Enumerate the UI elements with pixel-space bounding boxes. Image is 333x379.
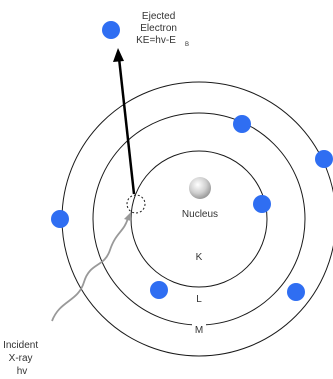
incident-xray-label: Incident X-ray hv	[3, 340, 41, 377]
ejection-arrow-head	[113, 48, 124, 62]
nucleus-label: Nucleus	[182, 209, 218, 220]
ejected-label-line-1: Ejected	[142, 11, 175, 22]
ejected-label-subscript: B	[185, 42, 189, 48]
nucleus	[189, 177, 211, 199]
l-shell-label: L	[196, 294, 202, 305]
ejected-label-line-3: KE=hv-E	[136, 35, 176, 46]
electron	[150, 281, 168, 299]
electron-vacancy	[126, 194, 146, 214]
m-shell-label: M	[195, 325, 203, 336]
electron	[287, 283, 305, 301]
ejected-electron-label: Ejected Electron KE=hv-E	[136, 11, 180, 46]
incident-label-line-2: X-ray	[9, 353, 33, 364]
electron	[233, 115, 251, 133]
ejected-label-line-2: Electron	[140, 23, 177, 34]
incident-label-line-1: Incident	[3, 340, 38, 351]
incident-xray-arrowhead	[124, 212, 131, 221]
ejected-electron	[102, 21, 120, 39]
electron	[51, 210, 69, 228]
electron	[315, 150, 333, 168]
ejection-path-arrow	[117, 57, 136, 195]
incident-label-line-3: hv	[17, 366, 28, 377]
incident-xray-path	[51, 217, 129, 322]
electron	[253, 195, 271, 213]
k-shell-label: K	[196, 252, 203, 263]
